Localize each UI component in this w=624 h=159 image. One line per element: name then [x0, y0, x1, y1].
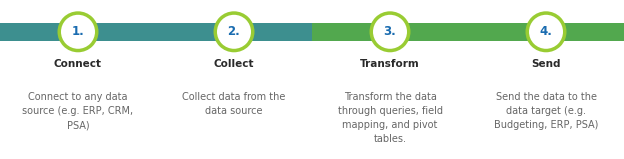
Text: Collect data from the
data source: Collect data from the data source — [182, 92, 286, 116]
Text: 1.: 1. — [72, 25, 84, 38]
Text: Collect: Collect — [214, 59, 254, 69]
FancyBboxPatch shape — [0, 23, 312, 41]
Text: Transform: Transform — [360, 59, 420, 69]
Ellipse shape — [525, 11, 567, 52]
Ellipse shape — [61, 15, 95, 49]
Text: Send the data to the
data target (e.g.
Budgeting, ERP, PSA): Send the data to the data target (e.g. B… — [494, 92, 598, 130]
Ellipse shape — [217, 15, 251, 49]
Text: 3.: 3. — [384, 25, 396, 38]
Text: 4.: 4. — [540, 25, 552, 38]
FancyBboxPatch shape — [312, 23, 624, 41]
Ellipse shape — [529, 15, 563, 49]
Ellipse shape — [369, 11, 411, 52]
Text: Connect to any data
source (e.g. ERP, CRM,
PSA): Connect to any data source (e.g. ERP, CR… — [22, 92, 134, 130]
Ellipse shape — [213, 11, 255, 52]
Ellipse shape — [373, 15, 407, 49]
Ellipse shape — [57, 11, 99, 52]
Text: Transform the data
through queries, field
mapping, and pivot
tables.: Transform the data through queries, fiel… — [338, 92, 442, 144]
Text: Send: Send — [531, 59, 561, 69]
Text: 2.: 2. — [228, 25, 240, 38]
Text: Connect: Connect — [54, 59, 102, 69]
